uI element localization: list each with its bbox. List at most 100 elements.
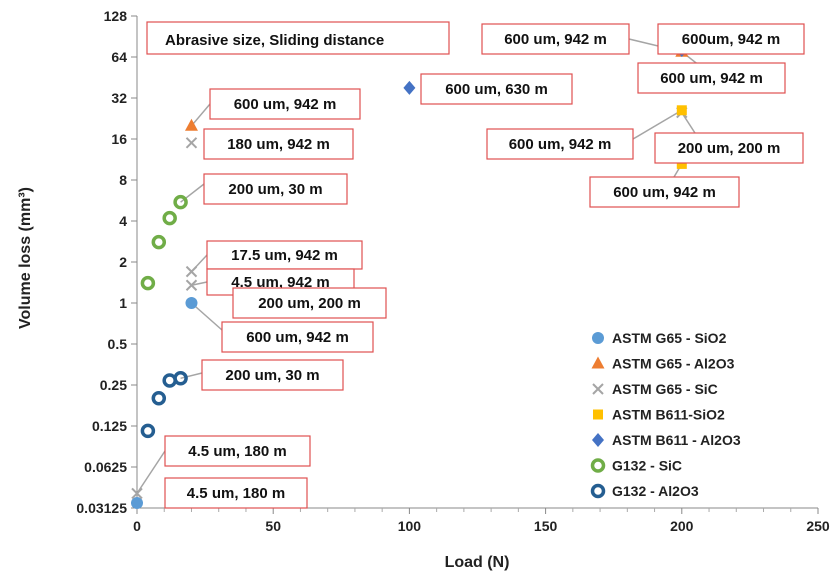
annotation-label: 600 um, 942 m [504, 31, 607, 48]
legend-marker [593, 409, 603, 420]
legend-item: G132 - Al2O3 [590, 483, 699, 499]
x-tick-label: 200 [670, 518, 694, 534]
annotation-label: 4.5 um, 180 m [187, 485, 285, 502]
x-tick-label: 150 [534, 518, 558, 534]
legend-label: G132 - SiC [612, 458, 682, 474]
annotation-label: 4.5 um, 942 m [231, 274, 329, 291]
chart-header-text: Abrasive size, Sliding distance [165, 32, 384, 49]
y-tick-label: 2 [119, 254, 127, 270]
x-tick-label: 0 [133, 518, 141, 534]
legend-label: ASTM G65 - SiO2 [612, 330, 727, 346]
annotation-leader-line [632, 109, 683, 140]
y-tick-label: 32 [111, 90, 127, 106]
annotation-leader-line [191, 281, 208, 286]
annotation-label: 200 um, 200 m [258, 295, 361, 312]
data-point [185, 265, 198, 278]
data-point [676, 158, 687, 169]
annotation-callout: 600 um, 942 m [589, 176, 740, 208]
annotation-label: 17.5 um, 942 m [231, 247, 338, 264]
annotation-callout: 200 um, 200 m [654, 132, 804, 164]
legend-marker [592, 383, 604, 395]
y-tick-label: 0.125 [92, 418, 127, 434]
y-tick-label: 0.5 [108, 336, 128, 352]
annotation-label: 600 um, 942 m [509, 136, 612, 153]
data-point [140, 275, 156, 291]
annotation-callout: 600 um, 942 m [209, 88, 361, 120]
legend-marker [592, 332, 604, 344]
annotation-callout: 17.5 um, 942 m [206, 240, 363, 270]
annotation-label: 180 um, 942 m [227, 136, 330, 153]
x-tick-label: 250 [806, 518, 830, 534]
x-axis-title: Load (N) [445, 554, 510, 571]
annotation-label: 600 um, 942 m [660, 70, 763, 87]
y-tick-label: 4 [119, 213, 127, 229]
annotation-label: 600 um, 630 m [445, 81, 548, 98]
annotation-callout: 600 um, 942 m [637, 62, 786, 94]
legend-label: ASTM B611 - Al2O3 [612, 432, 741, 448]
y-tick-label: 8 [119, 172, 127, 188]
data-point [185, 297, 198, 309]
legend-item: ASTM G65 - SiC [592, 381, 718, 397]
data-point [151, 390, 167, 406]
annotation-callout: 180 um, 942 m [203, 128, 354, 160]
annotation-callout: 600 um, 630 m [420, 73, 573, 105]
legend-marker [590, 483, 606, 499]
annotation-callout: 600 um, 942 m [481, 23, 630, 55]
data-point [131, 497, 143, 510]
legend-item: ASTM G65 - Al2O3 [591, 356, 735, 372]
data-point [173, 194, 188, 210]
y-tick-label: 16 [111, 131, 127, 147]
data-point [131, 487, 143, 500]
data-point [185, 137, 198, 149]
annotation-label: 600 um, 942 m [234, 96, 337, 113]
legend-marker [590, 458, 606, 473]
data-point [403, 80, 416, 95]
annotation-leader-line [190, 103, 211, 127]
annotation-label: 200 um, 30 m [225, 367, 319, 384]
annotation-label: 600 um, 942 m [613, 184, 716, 201]
y-tick-label: 64 [111, 49, 127, 65]
data-point [676, 105, 687, 116]
legend-item: ASTM B611-SiO2 [593, 407, 725, 423]
annotation-label: 600um, 942 m [682, 31, 780, 48]
y-tick-label: 0.03125 [76, 500, 127, 516]
legend-marker [592, 433, 604, 447]
data-point [162, 210, 177, 226]
annotation-leader-line [190, 302, 223, 331]
annotation-callout: 200 um, 30 m [201, 359, 344, 391]
legend-label: ASTM G65 - Al2O3 [612, 356, 735, 372]
annotation-callout: 200 um, 200 m [232, 287, 387, 319]
chart-legend: ASTM G65 - SiO2 ASTM G65 - Al2O3 ASTM G65 … [590, 330, 741, 499]
legend-item: G132 - SiC [590, 458, 682, 474]
annotation-callout: 200 um, 30 m [203, 173, 348, 205]
data-point [185, 279, 198, 291]
annotation-leader-line [136, 450, 166, 494]
annotation-callout: 4.5 um, 180 m [164, 477, 308, 509]
data-point [173, 371, 188, 386]
annotation-label: 4.5 um, 180 m [188, 443, 286, 460]
x-tick-label: 50 [265, 518, 281, 534]
legend-marker [591, 356, 605, 369]
annotation-label: 200 um, 200 m [678, 140, 781, 157]
annotation-label: 600 um, 942 m [246, 329, 349, 346]
annotation-callout: 4.5 um, 180 m [164, 435, 311, 467]
legend-label: ASTM G65 - SiC [612, 381, 718, 397]
y-tick-label: 0.0625 [84, 459, 127, 475]
legend-label: G132 - Al2O3 [612, 483, 699, 499]
annotation-callout: 600um, 942 m [657, 23, 805, 55]
y-tick-label: 1 [119, 295, 127, 311]
legend-item: ASTM B611 - Al2O3 [592, 432, 741, 448]
legend-label: ASTM B611-SiO2 [612, 407, 725, 423]
x-tick-label: 100 [398, 518, 422, 534]
y-tick-label: 0.25 [100, 377, 127, 393]
chart-header-box: Abrasive size, Sliding distance [146, 21, 450, 55]
y-axis-title: Volume loss (mm³) [17, 187, 34, 329]
annotation-callout: 600 um, 942 m [221, 321, 374, 353]
annotation-callout: 600 um, 942 m [486, 128, 634, 160]
y-tick-label: 128 [104, 8, 128, 24]
annotation-leader-line [180, 372, 203, 380]
data-point [184, 118, 198, 131]
annotation-label: 200 um, 30 m [228, 181, 322, 198]
